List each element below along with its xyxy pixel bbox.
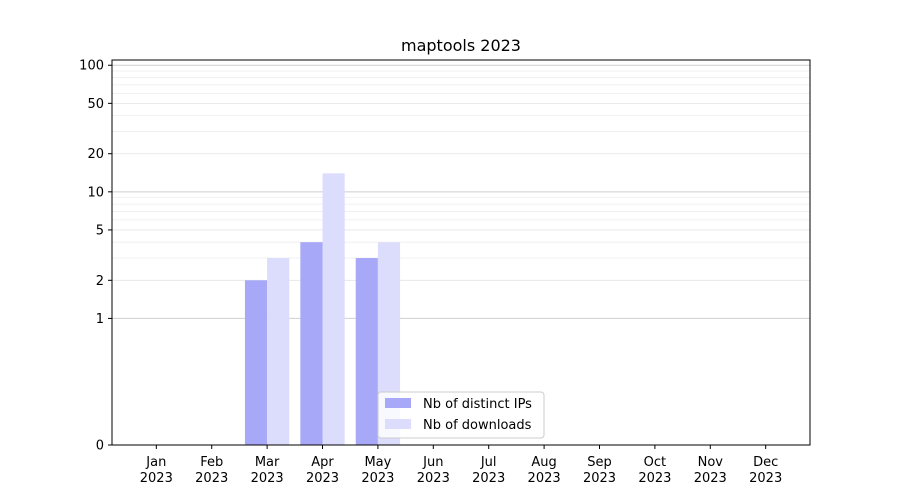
chart-title: maptools 2023 xyxy=(401,36,521,55)
x-tick-label: Nov 2023 xyxy=(694,455,727,486)
bar-distinct-ips xyxy=(355,258,378,445)
x-tick-label: Sep 2023 xyxy=(583,455,616,486)
x-tick-label: Dec 2023 xyxy=(749,455,782,486)
bar-distinct-ips xyxy=(300,242,323,445)
y-tick-label: 20 xyxy=(87,147,104,162)
y-tick-label: 50 xyxy=(87,97,104,112)
y-tick-label: 2 xyxy=(96,274,104,289)
x-tick-label: Mar 2023 xyxy=(251,455,284,486)
x-axis: Jan 2023 Feb 2023 Mar 2023 Apr 2023 May 2023 Jun 20… xyxy=(140,445,782,486)
x-tick-label: Jan 2023 xyxy=(140,455,173,486)
x-tick-label: Jun 2023 xyxy=(417,455,450,486)
y-tick-label: 0 xyxy=(96,439,104,454)
y-tick-label: 100 xyxy=(79,59,104,74)
legend-swatch-distinct-ips xyxy=(385,398,411,408)
legend-label-distinct-ips: Nb of distinct IPs xyxy=(423,397,532,412)
legend-box xyxy=(377,391,545,439)
y-tick-label: 1 xyxy=(96,312,104,327)
legend: Nb of distinct IPs Nb of downloads xyxy=(377,391,545,439)
y-axis: 0 1 2 5 10 20 50 100 xyxy=(79,59,112,454)
x-tick-label: Oct 2023 xyxy=(638,455,671,486)
bar-downloads xyxy=(322,173,345,445)
x-tick-label: Feb 2023 xyxy=(195,455,228,486)
bars xyxy=(244,173,401,445)
legend-label-downloads: Nb of downloads xyxy=(423,418,532,433)
bar-downloads xyxy=(267,258,290,445)
plot-frame xyxy=(111,59,811,446)
x-tick-label: May 2023 xyxy=(361,455,394,486)
bar-distinct-ips xyxy=(244,280,268,445)
x-tick-label: Aug 2023 xyxy=(528,455,561,486)
legend-swatch-downloads xyxy=(385,419,411,429)
x-tick-label: Apr 2023 xyxy=(306,455,339,486)
x-tick-label: Jul 2023 xyxy=(472,455,505,486)
y-tick-label: 5 xyxy=(96,223,104,238)
grid xyxy=(112,64,810,319)
y-tick-label: 10 xyxy=(87,185,104,200)
